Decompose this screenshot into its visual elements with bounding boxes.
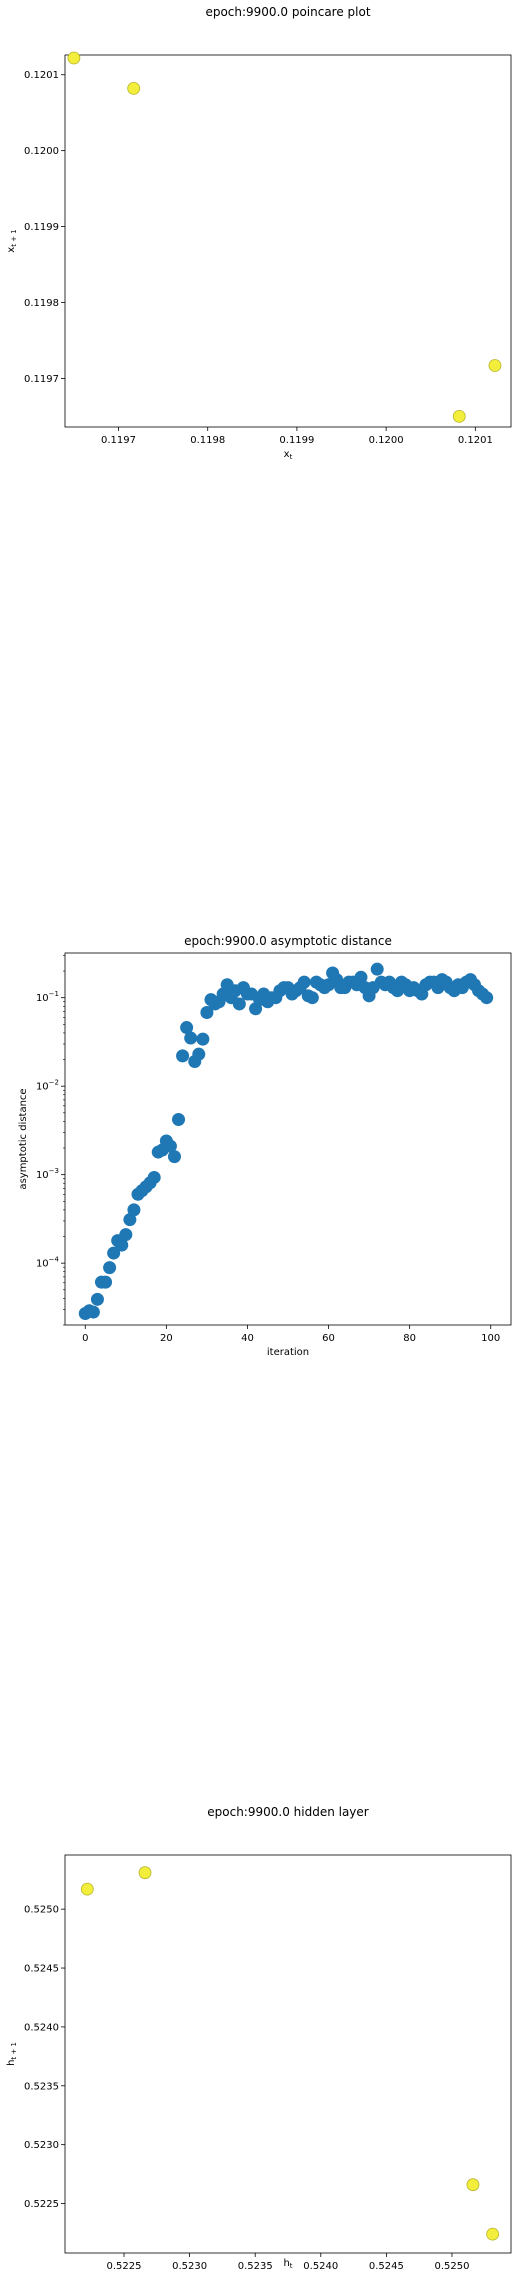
- poincare-plot: epoch:9900.0 poincare plot 0.1197 0.1198 0…: [6, 5, 512, 461]
- chart-title: epoch:9900.0 asymptotic distance: [184, 934, 392, 948]
- y-tick-label: 10−1: [36, 990, 59, 1004]
- data-point: [297, 975, 311, 989]
- x-tick-label: 0.5245: [369, 2261, 404, 2269]
- data-point: [107, 1246, 121, 1260]
- x-tick-label: 0.1201: [458, 435, 493, 446]
- y-tick-label: 0.1201: [24, 70, 59, 81]
- x-tick-label: 0.1199: [279, 435, 314, 446]
- x-tick-label: 0.1198: [190, 435, 225, 446]
- data-point: [127, 1203, 141, 1217]
- x-tick-label: 0.1197: [101, 435, 136, 446]
- data-point: [466, 2178, 480, 2192]
- data-point: [115, 1238, 129, 1252]
- data-point: [196, 1032, 210, 1046]
- data-point: [184, 1031, 198, 1045]
- data-point: [67, 51, 81, 65]
- data-point: [305, 991, 319, 1005]
- chart-title: epoch:9900.0 poincare plot: [205, 5, 370, 19]
- data-point: [488, 359, 502, 372]
- asymptotic-distance-plot: epoch:9900.0 asymptotic distance 0 20 40 60…: [18, 934, 512, 1358]
- plot-frame: [64, 952, 512, 1326]
- x-tick-label: 0: [82, 1333, 88, 1344]
- x-tick-label: 0.5230: [172, 2261, 207, 2269]
- data-point: [147, 1170, 161, 1184]
- data-point: [99, 1275, 113, 1289]
- x-tick-label: 40: [241, 1333, 254, 1344]
- plot-frame: [64, 1854, 512, 2254]
- y-tick-label: 0.5230: [24, 2140, 59, 2151]
- y-axis-label: ht + 1: [6, 2042, 18, 2066]
- y-tick-label: 10−2: [36, 1079, 59, 1093]
- x-tick-label: 60: [322, 1333, 335, 1344]
- y-axis-label: asymptotic distance: [18, 1088, 29, 1189]
- y-tick-label: 0.5225: [24, 2199, 59, 2210]
- hidden-layer-plot: epoch:9900.0 hidden layer 0.5225 0.5230 0.…: [6, 1805, 512, 2269]
- x-tick-label: 0.5225: [107, 2261, 142, 2269]
- data-point: [163, 1139, 177, 1153]
- data-point: [232, 997, 246, 1011]
- data-point: [370, 962, 384, 976]
- data-point: [200, 1006, 214, 1020]
- x-tick-label: 0.1200: [369, 435, 404, 446]
- y-tick-label: 10−4: [36, 1256, 60, 1270]
- y-tick-label: 0.1200: [24, 146, 59, 157]
- data-point: [119, 1228, 133, 1242]
- data-point: [90, 1292, 104, 1306]
- y-tick-label: 0.1197: [24, 374, 59, 385]
- data-point: [123, 1213, 137, 1227]
- data-point: [480, 991, 494, 1005]
- x-axis-label: xt: [284, 449, 293, 461]
- x-tick-label: 20: [160, 1333, 173, 1344]
- x-axis-label: ht: [283, 2258, 292, 2269]
- y-tick-label: 0.1199: [24, 222, 59, 233]
- data-point: [176, 1049, 190, 1063]
- x-tick-label: 80: [403, 1333, 416, 1344]
- y-axis-label: xt + 1: [6, 229, 18, 252]
- data-point: [354, 970, 368, 984]
- x-tick-label: 0.5235: [238, 2261, 273, 2269]
- data-point: [127, 82, 141, 95]
- y-tick-label: 0.1198: [24, 298, 59, 309]
- data-point: [138, 1866, 152, 1880]
- y-tick-label: 0.5250: [24, 1905, 59, 1916]
- plot-frame: [64, 54, 512, 428]
- y-tick-label: 0.5240: [24, 2022, 59, 2033]
- y-tick-label: 0.5235: [24, 2081, 59, 2092]
- x-tick-label: 0.5240: [303, 2261, 338, 2269]
- chart-title: epoch:9900.0 hidden layer: [207, 1805, 369, 1819]
- data-point: [452, 409, 466, 423]
- y-tick-label: 0.5245: [24, 1964, 59, 1975]
- x-tick-label: 0.5250: [434, 2261, 469, 2269]
- data-point: [103, 1261, 117, 1275]
- x-tick-label: 100: [481, 1333, 500, 1344]
- data-point: [486, 2227, 500, 2241]
- data-point: [192, 1047, 206, 1061]
- data-point: [172, 1113, 186, 1127]
- data-point: [80, 1882, 94, 1896]
- y-tick-label: 10−3: [36, 1167, 59, 1181]
- data-point: [86, 1305, 100, 1319]
- data-point: [167, 1150, 181, 1164]
- data-point: [180, 1021, 194, 1035]
- x-axis-label: iteration: [267, 1347, 309, 1358]
